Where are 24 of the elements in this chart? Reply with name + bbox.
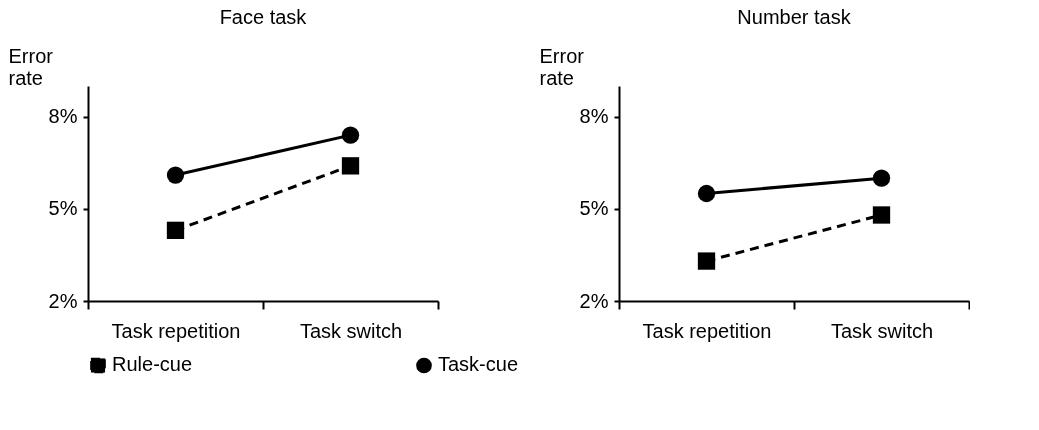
point (166, 166, 185, 184)
x-tick-label: Task switch (830, 319, 934, 342)
x-tick-label: Task switch (299, 319, 403, 342)
chart-title: Number task (737, 6, 852, 28)
point (166, 221, 185, 240)
point (697, 252, 716, 270)
legend-label: Task-cue (438, 353, 519, 376)
y-tick-label: 8% (579, 105, 609, 128)
y-axis-title: Error rate (539, 44, 585, 89)
legend-label: Rule-cue (112, 353, 193, 376)
point (341, 157, 360, 175)
point (697, 184, 716, 203)
chart-title: Face task (219, 6, 308, 28)
point (341, 126, 360, 144)
y-tick-label: 5% (579, 197, 609, 220)
x-tick-label: Task repetition (111, 319, 241, 342)
y-tick-label: 8% (48, 105, 78, 128)
y-tick-label: 2% (579, 289, 609, 312)
y-tick-label: 2% (48, 289, 78, 312)
point (872, 169, 891, 187)
y-axis-title: Error rate (8, 44, 54, 89)
y-tick-label: 5% (48, 197, 78, 220)
point (872, 206, 891, 224)
x-tick-label: Task repetition (642, 319, 772, 342)
